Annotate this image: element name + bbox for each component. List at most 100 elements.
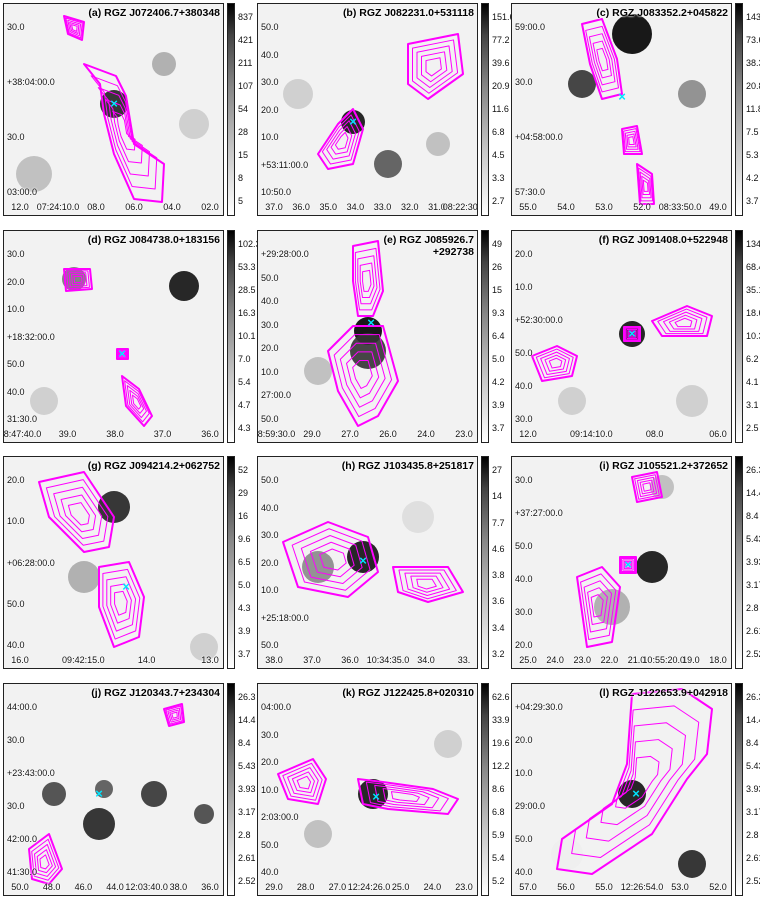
ra-tick-label: 14.0 xyxy=(137,655,156,665)
contour-line xyxy=(600,739,673,826)
colorbar-tick-label: 19.6 xyxy=(492,738,510,748)
contour-line xyxy=(282,521,379,598)
colorbar-tick-label: 8 xyxy=(238,173,244,183)
contour-line xyxy=(352,359,373,389)
dec-tick-label: 20.0 xyxy=(7,276,25,287)
contour-line xyxy=(83,63,165,203)
ra-tick-label: 37.0 xyxy=(265,202,283,212)
contour-line xyxy=(619,556,637,574)
colorbar-tick-label: 5.4 xyxy=(492,853,505,863)
contour-line xyxy=(620,557,636,573)
ra-tick-label: 44.0 xyxy=(106,882,124,892)
ra-tick-label: 36.0 xyxy=(201,429,219,439)
infrared-source xyxy=(594,589,630,625)
sky-image: × (i) RGZ J105521.2+372652 30.0 +37:27:00.0… xyxy=(511,456,732,669)
contour-line xyxy=(585,722,686,842)
dec-tick-label: 27:00.0 xyxy=(261,390,292,401)
dec-tick-label: 30.0 xyxy=(261,77,279,87)
ra-tick-label: 34.0 xyxy=(417,655,435,665)
colorbar-tick-label: 26.3 xyxy=(238,692,256,702)
dec-tick-label: 30.0 xyxy=(7,801,25,811)
contour-line xyxy=(639,479,655,495)
colorbar-tick-label: 16 xyxy=(238,511,249,521)
contour-line xyxy=(359,262,375,299)
dec-tick-label: 30.0 xyxy=(7,735,25,745)
ra-tick-label: 27.0 xyxy=(341,429,359,439)
infrared-source xyxy=(190,633,218,661)
contour-line xyxy=(112,110,136,151)
contour-line xyxy=(634,474,660,500)
colorbar-tick-label: 8.4 xyxy=(238,738,251,748)
radio-contour-overlay: × xyxy=(551,688,713,878)
ra-tick-label: 38.0 xyxy=(106,429,124,439)
ra-tick-label: 24.0 xyxy=(423,882,442,892)
dec-tick-label: 10.0 xyxy=(261,366,279,377)
colorbar-tick-label: 28 xyxy=(238,127,249,137)
dec-tick-label: 40.0 xyxy=(261,296,279,307)
colorbar-tick-label: 2.61 xyxy=(746,626,760,636)
colorbar-tick-label: 143.5 xyxy=(746,12,760,22)
contour-line xyxy=(374,784,440,809)
contour-line xyxy=(425,57,442,77)
image-panel: × (a) RGZ J072406.7+380348 30.0 +38:04:00.0… xyxy=(3,3,255,216)
contour-line xyxy=(339,342,386,408)
contour-line xyxy=(624,327,640,341)
contour-line xyxy=(642,482,652,492)
contour-line xyxy=(65,17,83,39)
colorbar-tick-label: 8.4 xyxy=(746,738,759,748)
contour-line xyxy=(404,572,451,597)
colorbar-tick-label: 4.6 xyxy=(492,543,505,554)
ra-tick-label: 32.0 xyxy=(400,202,419,212)
contour-line xyxy=(68,272,88,288)
image-panel: × (d) RGZ J084738.0+183156 30.0 20.0 10.0 +18… xyxy=(3,230,261,443)
colorbar-tick-label: 20.9 xyxy=(492,81,510,91)
panel-title: (g) RGZ J094214.2+062752 xyxy=(87,460,220,472)
image-panel: × (g) RGZ J094214.2+062752 20.0 10.0 +06:28:… xyxy=(3,456,255,669)
infrared-source xyxy=(16,156,52,192)
colorbar-tick-label: 5.43 xyxy=(746,534,760,544)
ra-tick-label: 39.0 xyxy=(58,429,77,439)
contour-line xyxy=(588,33,616,86)
ra-tick-label: 08:47:40.0 xyxy=(3,429,42,439)
colorbar-tick-label: 3.93 xyxy=(746,784,760,794)
contour-line xyxy=(639,171,652,199)
colorbar-tick-label: 8.4 xyxy=(746,511,759,521)
colorbar-tick-label: 2.61 xyxy=(746,853,760,863)
colorbar-tick-label: 28.5 xyxy=(238,285,256,295)
contour-line xyxy=(71,24,78,32)
contour-line xyxy=(556,688,713,875)
colorbar xyxy=(227,683,235,896)
contour-line xyxy=(626,133,637,148)
colorbar xyxy=(735,230,743,443)
colorbar-tick-label: 14.4 xyxy=(238,715,256,725)
colorbar-tick-label: 15 xyxy=(238,150,249,160)
contour-line xyxy=(119,351,126,357)
ra-tick-label: 33.0 xyxy=(373,202,392,212)
ra-tick-label: 09:14:10.0 xyxy=(570,429,613,439)
panel-title: (h) RGZ J103435.8+251817 xyxy=(341,460,474,472)
colorbar-tick-label: 11.8 xyxy=(746,104,760,114)
ra-tick-label: 55.0 xyxy=(519,202,537,212)
dec-tick-label: 30.0 xyxy=(7,132,25,142)
dec-tick-label: 30.0 xyxy=(7,22,25,32)
dec-tick-label: 50.0 xyxy=(7,359,25,369)
ra-tick-label: 10:55:20.0 xyxy=(642,655,685,665)
ra-tick-label: 12:26:54.0 xyxy=(620,882,664,892)
ra-tick-label: 18.0 xyxy=(709,655,727,665)
contour-line xyxy=(132,394,142,410)
dec-tick-label: 30.0 xyxy=(261,530,279,540)
colorbar-tick-label: 3.9 xyxy=(238,626,251,636)
dec-tick-label: 40.0 xyxy=(261,502,279,513)
contour-line xyxy=(354,247,381,311)
ra-tick-label: 50.0 xyxy=(11,882,29,892)
contour-line xyxy=(321,114,360,165)
image-panel: × (l) RGZ J122653.9+042918 +04:29:30.0 20.0… xyxy=(511,683,760,896)
infrared-source xyxy=(42,782,66,806)
dec-tick-label: 20.0 xyxy=(7,475,25,485)
infrared-source xyxy=(678,850,706,878)
ra-tick-label: 52.0 xyxy=(633,202,651,212)
colorbar-tick-label: 3.3 xyxy=(492,173,505,183)
dec-tick-label: 20.0 xyxy=(515,640,533,650)
contour-line xyxy=(291,528,371,591)
panel-title: (b) RGZ J082231.0+531118 xyxy=(342,7,474,19)
